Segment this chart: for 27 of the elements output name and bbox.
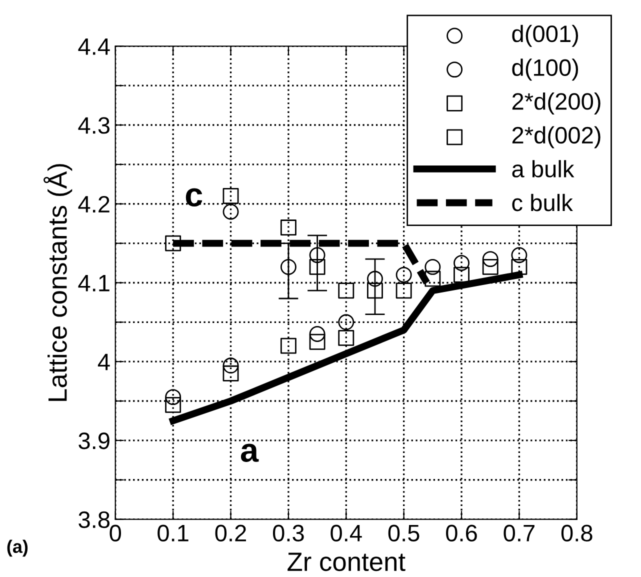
legend-label: 2*d(002) — [512, 126, 600, 148]
x-tick-label: 0.2 — [215, 524, 246, 542]
y-tick-label: 3.8 — [78, 511, 110, 528]
x-tick-label: 0.1 — [158, 524, 188, 542]
x-tick-label: 0 — [110, 524, 122, 542]
legend-label: d(001) — [512, 24, 578, 47]
x-tick-label: 0.5 — [388, 524, 420, 542]
y-tick-label: 4.2 — [78, 196, 110, 212]
text: (a) — [7, 540, 28, 557]
x-tick-label: 0.3 — [272, 524, 304, 542]
y-axis-title: Lattice constants (Å) — [44, 164, 72, 401]
x-tick-label: 0.8 — [561, 524, 592, 542]
x-tick-label: 0.7 — [504, 524, 534, 542]
y-tick-label: 4.4 — [78, 38, 110, 55]
y-tick-label: 4.1 — [78, 275, 110, 292]
y-tick-label: 4 — [98, 354, 110, 370]
y-tick-label: 3.9 — [78, 432, 110, 450]
x-axis-title: Zr content — [288, 552, 406, 572]
legend-label: d(100) — [512, 58, 578, 81]
legend-label: a bulk — [512, 160, 574, 178]
x-tick-label: 0.4 — [330, 524, 362, 542]
annotation: a — [240, 444, 259, 462]
x-tick-label: 0.6 — [446, 524, 477, 542]
y-tick-label: 4.3 — [78, 117, 110, 134]
legend-label: c bulk — [512, 194, 573, 212]
legend-label: 2*d(200) — [512, 92, 600, 114]
annotation: c — [186, 188, 202, 207]
